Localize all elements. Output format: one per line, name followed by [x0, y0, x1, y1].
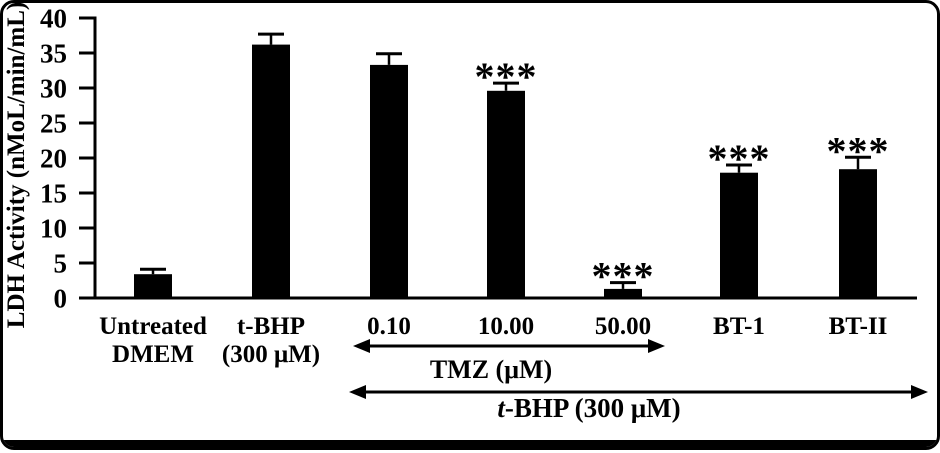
bar	[720, 172, 758, 298]
bar	[487, 90, 525, 298]
category-label: 0.10	[367, 313, 411, 340]
bottom-rule	[3, 440, 937, 447]
y-axis-tick-label: 25	[40, 109, 67, 139]
y-axis-tick-label: 5	[54, 249, 68, 279]
y-axis-tick-label: 10	[40, 214, 67, 244]
category-label: Untreated	[99, 313, 207, 340]
group-arrow-tmz-left-head	[353, 339, 370, 353]
y-axis-tick-label: 35	[40, 39, 67, 69]
significance-stars: ***	[475, 54, 538, 99]
category-label: BT-1	[713, 313, 765, 340]
arrow-label-tmz: TMZ (μM)	[430, 355, 552, 384]
y-axis-tick-label: 15	[40, 179, 67, 209]
arrow-label-tbhp: t-BHP (300 μM)	[497, 393, 680, 423]
category-label: BT-II	[829, 313, 888, 340]
bar	[604, 288, 642, 298]
category-label: t-BHP	[237, 313, 305, 340]
y-axis-tick-label: 0	[54, 284, 68, 314]
group-arrow-tbhp-right-head	[911, 385, 928, 399]
y-axis-tick-label: 20	[40, 144, 67, 174]
y-axis-tick-label: 30	[40, 74, 67, 104]
category-label: 10.00	[478, 313, 534, 340]
category-label: 50.00	[595, 313, 651, 340]
bar	[839, 169, 877, 298]
bar	[370, 64, 408, 299]
group-arrow-tmz-right-head	[648, 339, 665, 353]
y-axis-title: LDH Activity (nMoL/min/mL)	[3, 3, 30, 328]
group-arrow-tbhp-left-head	[349, 385, 366, 399]
ldh-bar-chart: 0 5 10 15 20 25 30 35 40 LDH Activity (nMoL/min/m…	[3, 3, 928, 423]
y-axis-tick-label: 40	[40, 4, 67, 34]
significance-stars: ***	[827, 128, 890, 173]
category-label: (300 μM)	[222, 341, 320, 368]
bar	[134, 274, 172, 298]
significance-stars: ***	[708, 136, 771, 181]
group-arrow-tbhp	[349, 385, 928, 399]
significance-stars: ***	[592, 254, 655, 299]
category-label: DMEM	[112, 341, 194, 368]
bar	[252, 44, 290, 298]
group-arrow-tmz	[353, 339, 665, 353]
